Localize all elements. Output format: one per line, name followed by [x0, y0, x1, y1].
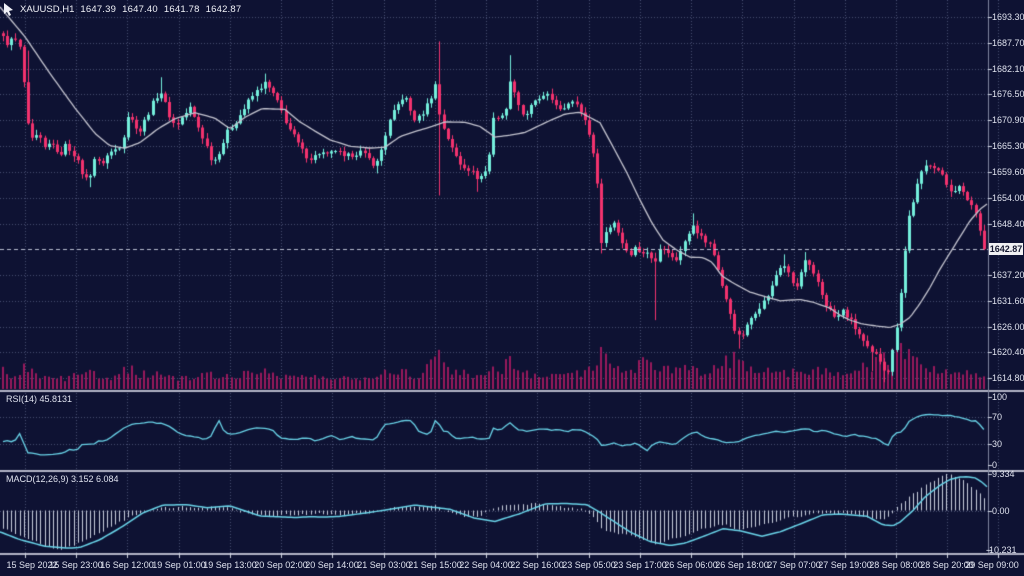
time-axis-label: 19 Sep 01:00 [152, 560, 206, 570]
time-axis-label: 15 Sep 2022 [6, 560, 58, 570]
time-axis-label: 21 Sep 03:00 [357, 560, 411, 570]
price-axis-label: 1682.10 [992, 63, 1024, 74]
price-axis-label: 1654.00 [992, 192, 1024, 203]
time-axis-label: 26 Sep 18:00 [715, 560, 769, 570]
time-axis-label: 16 Sep 12:00 [100, 560, 154, 570]
price-axis-label: 1676.50 [992, 89, 1024, 100]
price-axis-label: 1648.40 [992, 218, 1024, 229]
time-axis-label: 27 Sep 19:00 [818, 560, 872, 570]
time-axis-label: 22 Sep 04:00 [459, 560, 513, 570]
macd-axis-label: -10.231 [986, 545, 1017, 556]
macd-indicator-label: MACD(12,26,9) 3.152 6.084 [6, 474, 119, 484]
time-axis-label: 15 Sep 23:00 [49, 560, 103, 570]
rsi-axis-label: 70 [992, 412, 1003, 423]
time-axis-label: 20 Sep 02:00 [254, 560, 308, 570]
time-axis-label: 23 Sep 17:00 [613, 560, 667, 570]
ohlc-close: 1642.87 [205, 4, 242, 15]
rsi-axis-label: 100 [992, 392, 1008, 402]
time-axis-label: 21 Sep 15:00 [408, 560, 462, 570]
time-axis-label: 22 Sep 16:00 [510, 560, 564, 570]
rsi-axis-label: 0 [992, 459, 998, 470]
price-axis-label: 1693.30 [992, 12, 1024, 22]
price-axis-label: 1665.30 [992, 140, 1024, 151]
rsi-axis-label: 30 [992, 439, 1003, 450]
time-axis-label: 28 Sep 08:00 [869, 560, 923, 570]
price-axis-label: 1637.20 [992, 270, 1024, 281]
price-axis-label: 1626.00 [992, 321, 1024, 332]
time-axis-label: 23 Sep 05:00 [562, 560, 616, 570]
time-axis-label: 26 Sep 06:00 [664, 560, 718, 570]
price-axis-label: 1687.70 [992, 37, 1024, 48]
price-axis-label: 1670.90 [992, 115, 1024, 126]
time-axis-label: 28 Sep 20:00 [920, 560, 974, 570]
time-axis-label: 29 Sep 09:00 [965, 560, 1019, 570]
price-axis-label: 1614.80 [992, 373, 1024, 384]
time-axis-label: 27 Sep 07:00 [767, 560, 821, 570]
macd-axis-label: 0.00 [992, 505, 1010, 516]
macd-axis-label: 9.334 [992, 469, 1015, 480]
price-axis-label: 1631.60 [992, 295, 1024, 306]
cursor-arrow-icon [4, 3, 14, 16]
chart-ohlc-header: XAUUSD,H1 1647.39 1647.40 1641.78 1642.8… [4, 3, 241, 16]
rsi-indicator-label: RSI(14) 45.8131 [6, 394, 73, 404]
ohlc-low: 1641.78 [163, 4, 200, 15]
time-axis-label: 19 Sep 13:00 [203, 560, 257, 570]
time-axis-label: 20 Sep 14:00 [305, 560, 359, 570]
current-price-tag: 1642.87 [989, 242, 1023, 255]
price-axis-label: 1659.60 [992, 167, 1024, 178]
symbol-label: XAUUSD,H1 [20, 4, 75, 15]
ohlc-open: 1647.39 [80, 4, 117, 15]
ohlc-high: 1647.40 [122, 4, 158, 15]
price-axis-label: 1620.40 [992, 347, 1024, 358]
